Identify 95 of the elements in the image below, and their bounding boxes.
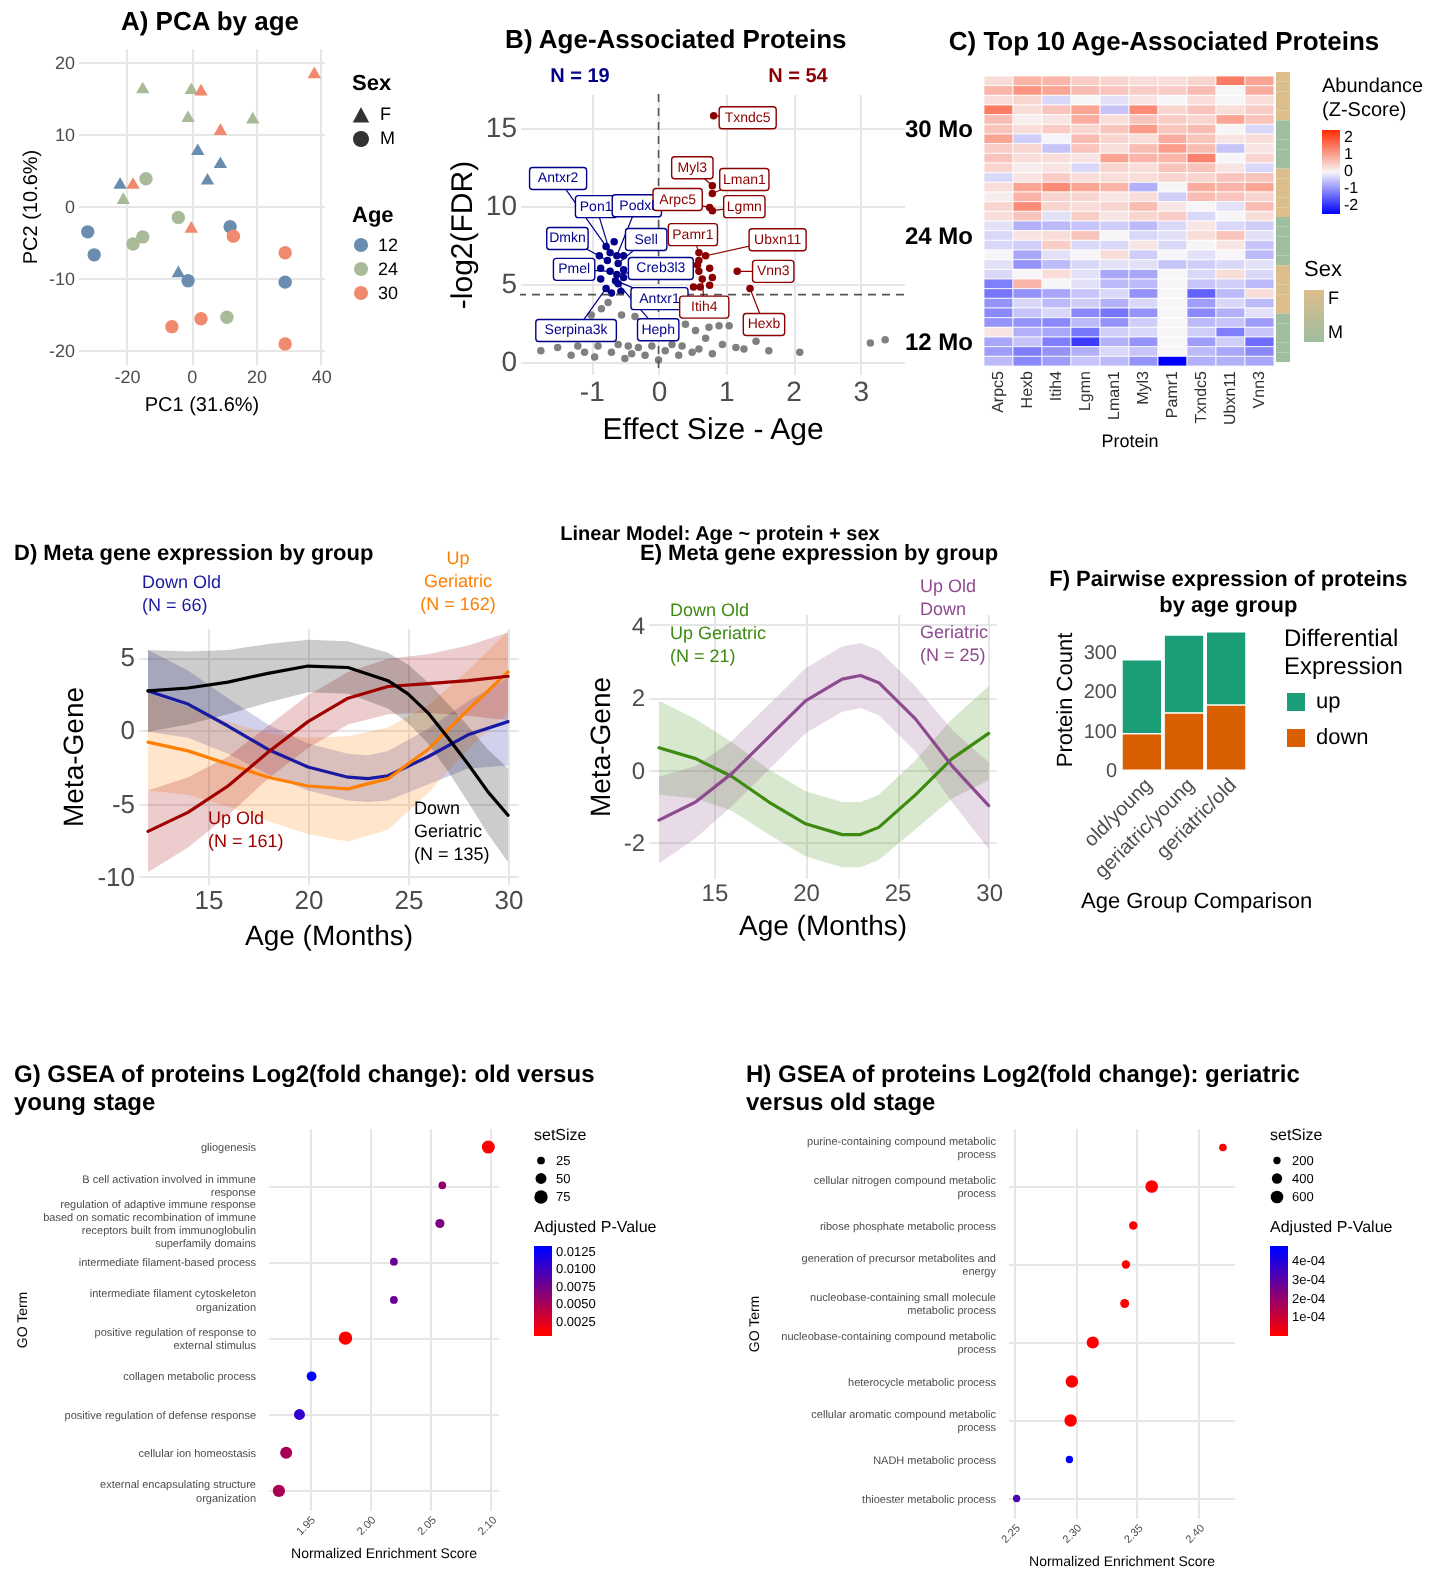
chart-title: H) GSEA of proteins Log2(fold change): geriatric versus old stage <box>746 1060 1301 1116</box>
y-tick-label: 100 <box>1083 721 1118 744</box>
x-tick-label: Vnn3 <box>1249 369 1268 409</box>
x-tick-label: -1 <box>579 375 606 407</box>
x-tick-label: 40 <box>311 367 332 387</box>
text: Sex <box>352 72 394 96</box>
series-label: Down Geriatric (N = 135) <box>414 798 490 864</box>
legend-label: 12 <box>378 235 399 255</box>
x-tick-label: Itih4 <box>1046 369 1065 402</box>
x-tick-label: 3 <box>853 375 870 407</box>
legend-title: setSize <box>1270 1126 1324 1144</box>
chart-title: D) Meta gene expression by group <box>14 542 374 566</box>
y-tick-label: 10 <box>485 189 518 221</box>
x-tick-label: Myl3 <box>1133 369 1152 405</box>
legend-label: up <box>1316 690 1341 714</box>
color-bar-title: Sex <box>1304 258 1343 282</box>
y-tick-label: 10 <box>54 125 75 146</box>
x-tick-label: Arpc5 <box>988 369 1007 413</box>
y-tick-label: 200 <box>1083 682 1118 705</box>
color-bar-title: Adjusted P-Value <box>1270 1218 1394 1236</box>
y-tick-label: 12 Mo <box>904 327 973 356</box>
y-tick-label: 24 Mo <box>904 221 973 250</box>
text: F <box>380 104 391 124</box>
chart-title: G) GSEA of proteins Log2(fold change): old versus young stage <box>14 1060 596 1116</box>
series-label: Up Old (N = 161) <box>208 808 284 851</box>
x-tick-label: 25 <box>884 879 913 907</box>
y-axis-title: PC2 (10.6%) <box>20 149 43 265</box>
y-tick-label: 5 <box>120 642 135 673</box>
x-tick-label: Pamr1 <box>1162 369 1181 419</box>
color-bar-label: 2 <box>1344 128 1354 147</box>
x-tick-label: Hexb <box>1017 369 1036 409</box>
y-axis-title: Meta-Gene <box>57 686 90 828</box>
color-bar-label: M <box>1328 322 1343 342</box>
chart-title: B) Age-Associated Proteins <box>505 24 847 54</box>
y-tick-label: 0 <box>1105 761 1118 783</box>
x-tick-label: 1 <box>718 375 735 407</box>
x-axis-title: Protein <box>1101 430 1159 451</box>
text: Down Old (N = 66) <box>142 572 222 615</box>
y-axis-title: Protein Count <box>1053 632 1078 768</box>
chart-title: F) Pairwise expression of proteins by age group <box>1049 568 1408 618</box>
y-tick-label: 5 <box>501 266 518 299</box>
y-tick-label: 15 <box>485 111 518 144</box>
text: N = 54 <box>768 66 829 88</box>
y-axis-title: Meta-Gene <box>583 676 616 818</box>
chart-title: A) PCA by age <box>120 6 300 36</box>
color-bar-label: -1 <box>1344 178 1360 197</box>
color-bar-title: Abundance (Z-Score) <box>1322 76 1425 122</box>
y-tick-label: 2 <box>631 684 646 713</box>
y-tick-label: -10 <box>48 268 75 289</box>
text: Up Geriatric (N = 162) <box>420 548 496 614</box>
color-bar-label: 1 <box>1344 145 1354 164</box>
x-axis-title: Age (Months) <box>738 909 908 941</box>
text: Down Old Up Geriatric (N = 21) <box>670 600 768 666</box>
chart-title: E) Meta gene expression by group <box>640 542 999 566</box>
x-tick-label: 20 <box>294 885 324 915</box>
x-axis-title: PC1 (31.6%) <box>144 395 260 417</box>
text: Up Old Down Geriatric (N = 25) <box>920 576 990 665</box>
x-tick-label: Lman1 <box>1104 369 1123 420</box>
y-tick-label: 4 <box>631 611 646 640</box>
color-bar-label: 0 <box>1344 162 1354 180</box>
x-tick-label: Txndc5 <box>1191 369 1210 424</box>
x-tick-label: 30 <box>494 885 524 915</box>
y-tick-label: -2 <box>623 828 646 857</box>
x-tick-label: Ubxn11 <box>1220 369 1239 425</box>
text: Linear Model: Age ~ protein + sex <box>560 524 880 546</box>
x-tick-label: 0 <box>651 375 668 407</box>
legend-label: down <box>1316 726 1369 750</box>
y-tick-label: 0 <box>64 197 75 217</box>
x-tick-label: Lgmn <box>1075 371 1094 412</box>
y-axis-title: -log2(FDR) <box>445 160 480 310</box>
y-tick-label: 0 <box>631 756 646 785</box>
legend-label: 24 <box>378 259 399 279</box>
legend-label: 30 <box>378 283 399 303</box>
legend-title: Age <box>352 204 394 228</box>
legend-title: Differential Expression <box>1284 624 1403 680</box>
y-tick-label: 0 <box>120 715 135 746</box>
x-axis-title: Effect Size - Age <box>602 413 824 447</box>
y-tick-label: -20 <box>48 340 75 361</box>
chart-title: C) Top 10 Age-Associated Proteins <box>948 25 1380 56</box>
color-bar-label: -2 <box>1344 195 1360 214</box>
y-tick-label: -10 <box>97 861 135 892</box>
y-tick-label: 30 Mo <box>904 115 973 144</box>
text: N = 19 <box>550 66 611 88</box>
x-tick-label: 30 <box>976 879 1004 907</box>
x-axis-title: Age (Months) <box>244 919 414 951</box>
legend-title: setSize <box>534 1126 588 1144</box>
color-bar-label: F <box>1328 288 1340 308</box>
x-tick-label: 15 <box>701 879 729 907</box>
x-axis-title: Age Group Comparison <box>1081 889 1313 914</box>
text: M <box>380 128 395 148</box>
y-tick-label: 300 <box>1083 642 1118 665</box>
color-bar-title: Adjusted P-Value <box>534 1218 658 1236</box>
y-tick-label: 20 <box>54 53 75 74</box>
y-tick-label: -5 <box>111 788 135 819</box>
x-tick-label: 25 <box>394 885 424 915</box>
